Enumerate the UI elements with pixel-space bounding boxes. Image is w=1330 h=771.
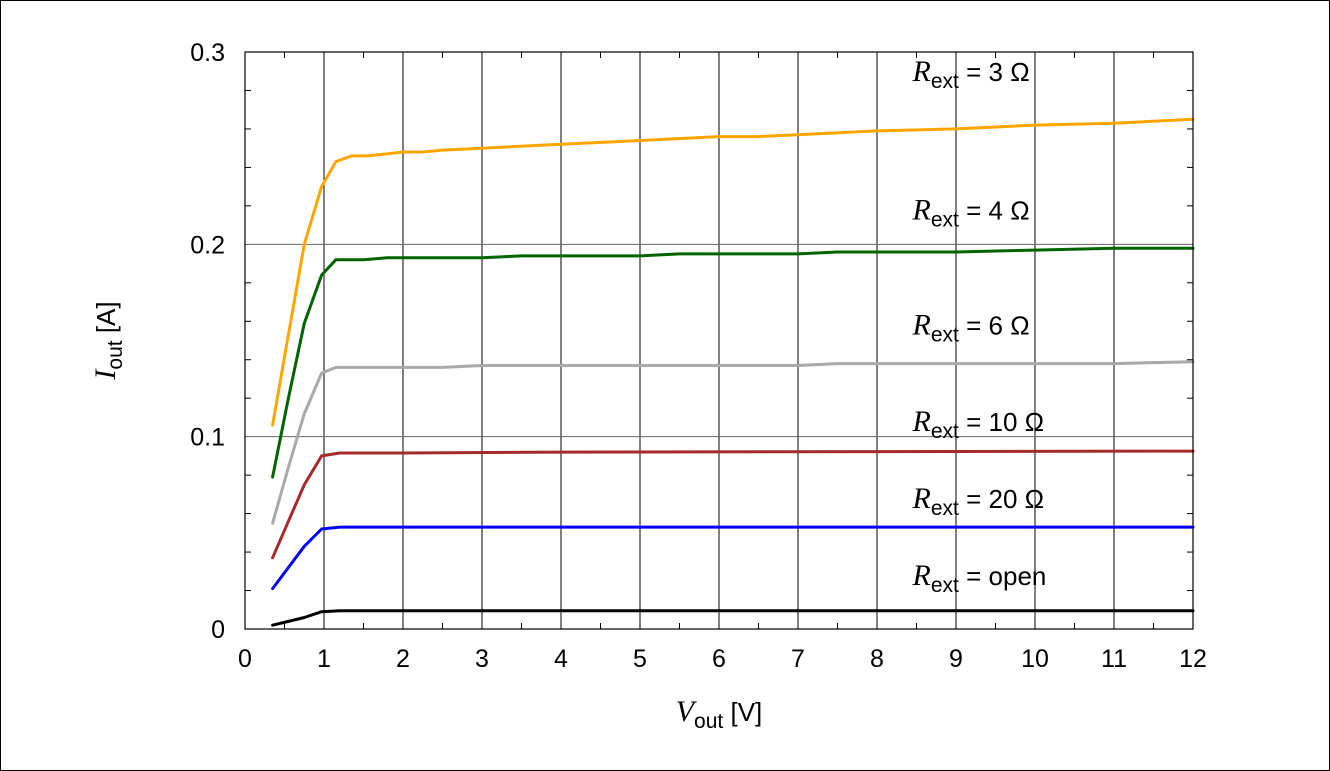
series-line-0 bbox=[271, 117, 1195, 427]
series-line-1 bbox=[271, 246, 1195, 479]
x-tick-label: 11 bbox=[1101, 645, 1127, 673]
x-tick-label: 0 bbox=[238, 645, 252, 673]
series-label-0: Rext = 3 Ω bbox=[912, 55, 1030, 93]
y-tick-label: 0.2 bbox=[190, 231, 225, 259]
series-label-1: Rext = 4 Ω bbox=[912, 193, 1030, 231]
series-line-2 bbox=[271, 360, 1195, 525]
x-tick-label: 6 bbox=[712, 645, 726, 673]
series-label-3: Rext = 10 Ω bbox=[912, 405, 1045, 443]
y-tick-label: 0.3 bbox=[190, 39, 225, 67]
series-label-2: Rext = 6 Ω bbox=[912, 309, 1030, 347]
y-tick-label: 0 bbox=[211, 616, 225, 644]
series-lines bbox=[271, 117, 1195, 627]
x-tick-label: 4 bbox=[554, 645, 568, 673]
series-label-5: Rext = open bbox=[912, 559, 1047, 597]
x-tick-label: 5 bbox=[633, 645, 647, 673]
x-tick-label: 7 bbox=[791, 645, 805, 673]
x-tick-label: 1 bbox=[317, 645, 331, 673]
x-tick-label: 10 bbox=[1021, 645, 1049, 673]
series-line-4 bbox=[271, 525, 1195, 591]
x-tick-label: 2 bbox=[396, 645, 410, 673]
x-tick-label: 8 bbox=[870, 645, 884, 673]
series-line-3 bbox=[271, 449, 1195, 560]
x-tick-label: 12 bbox=[1179, 645, 1207, 673]
y-tick-label: 0.1 bbox=[190, 424, 225, 452]
series-label-4: Rext = 20 Ω bbox=[912, 482, 1045, 520]
series-labels: Rext = 3 Ω Rext = 4 Ω Rext = 6 Ω Rext = 10 … bbox=[912, 55, 1047, 597]
series-line-5 bbox=[271, 609, 1195, 627]
x-tick-label: 9 bbox=[949, 645, 963, 673]
x-tick-label: 3 bbox=[475, 645, 489, 673]
plot-area bbox=[244, 51, 1194, 630]
y-axis-label: Iout [A] bbox=[89, 301, 127, 380]
x-axis-label: Vout [V] bbox=[676, 695, 763, 733]
